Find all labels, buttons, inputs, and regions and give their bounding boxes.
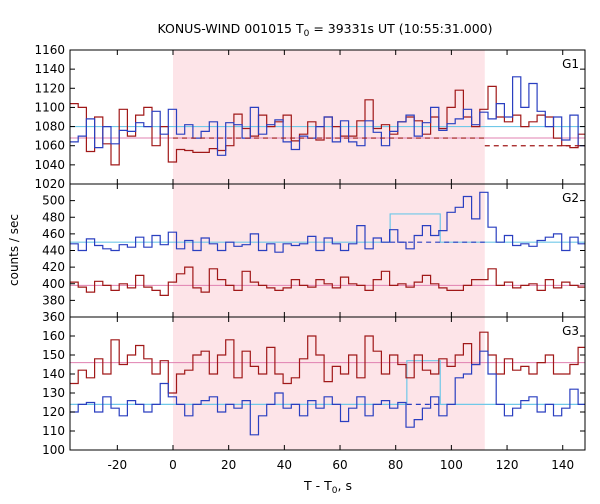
y-tick-label: 400 xyxy=(42,277,65,291)
x-axis-label: T - T0, s xyxy=(303,478,352,496)
y-axis-label: counts / sec xyxy=(7,214,21,286)
x-tick-label: 120 xyxy=(496,458,519,472)
y-tick-label: 1020 xyxy=(34,177,65,191)
panel-label-g1: G1 xyxy=(562,57,579,71)
y-tick-label: 140 xyxy=(42,367,65,381)
y-tick-label: 420 xyxy=(42,260,65,274)
y-tick-label: 120 xyxy=(42,405,65,419)
y-tick-label: 480 xyxy=(42,210,65,224)
x-tick-label: 60 xyxy=(332,458,347,472)
background-step-blue-g3 xyxy=(70,360,585,405)
x-tick-label: -20 xyxy=(108,458,128,472)
y-tick-label: 500 xyxy=(42,194,65,208)
panel-frame-g3 xyxy=(69,316,586,451)
y-tick-label: 380 xyxy=(42,293,65,307)
y-tick-label: 360 xyxy=(42,310,65,324)
x-tick-label: 100 xyxy=(440,458,463,472)
series-blue-g2 xyxy=(70,191,585,253)
y-tick-label: 1160 xyxy=(34,43,65,57)
y-tick-label: 1140 xyxy=(34,62,65,76)
y-tick-label: 1040 xyxy=(34,158,65,172)
x-tick-label: 20 xyxy=(221,458,236,472)
y-tick-label: 1120 xyxy=(34,81,65,95)
series-blue-g3 xyxy=(70,350,585,436)
y-tick-label: 110 xyxy=(42,424,65,438)
shaded-interval-g3 xyxy=(173,317,485,450)
y-tick-label: 100 xyxy=(42,443,65,457)
panel-label-g2: G2 xyxy=(562,191,579,205)
series-red-g2 xyxy=(70,266,585,296)
y-tick-label: 460 xyxy=(42,227,65,241)
x-tick-label: 40 xyxy=(277,458,292,472)
x-tick-label: 140 xyxy=(551,458,574,472)
chart-panels: 10201040106010801100112011401160G1360380… xyxy=(34,43,586,472)
y-tick-label: 150 xyxy=(42,348,65,362)
x-tick-label: 0 xyxy=(169,458,177,472)
y-tick-label: 1100 xyxy=(34,100,65,114)
chart-title: KONUS-WIND 001015 T0 = 39331s UT (10:55:… xyxy=(157,21,492,39)
x-tick-label: 80 xyxy=(388,458,403,472)
y-tick-label: 1080 xyxy=(34,120,65,134)
series-red-g1 xyxy=(70,85,585,166)
y-tick-label: 130 xyxy=(42,386,65,400)
panel-label-g3: G3 xyxy=(562,324,579,338)
y-tick-label: 160 xyxy=(42,329,65,343)
series-blue-g1 xyxy=(70,76,585,156)
y-tick-label: 1060 xyxy=(34,139,65,153)
y-tick-label: 440 xyxy=(42,244,65,258)
